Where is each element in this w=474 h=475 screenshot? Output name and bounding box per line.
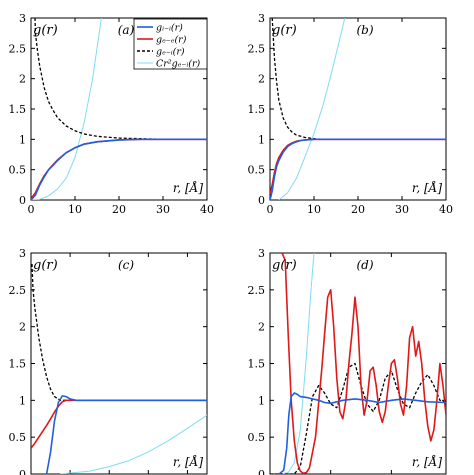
x-axis-label: r, [Å] xyxy=(173,454,203,469)
y-tick-label: 1.5 xyxy=(248,103,266,116)
y-axis-label: g(r) xyxy=(272,258,297,273)
series-line-cr2 xyxy=(60,414,207,474)
y-tick-label: 0 xyxy=(258,194,265,207)
x-axis-label: r, [Å] xyxy=(412,180,442,195)
x-tick-label: 20 xyxy=(112,203,126,216)
legend-label: gₑ₋ₑ(r) xyxy=(156,35,187,46)
y-tick-label: 2.5 xyxy=(9,284,27,297)
series-line-cr2 xyxy=(278,18,346,200)
x-tick-label: 40 xyxy=(439,203,453,216)
y-tick-label: 1.5 xyxy=(248,358,266,371)
y-tick-label: 1 xyxy=(19,394,26,407)
y-tick-label: 3 xyxy=(19,247,26,260)
y-tick-label: 2 xyxy=(258,73,265,86)
y-tick-label: 0.5 xyxy=(9,164,27,177)
axes-frame xyxy=(269,17,447,201)
y-tick-label: 1.5 xyxy=(9,358,27,371)
y-axis-label: g(r) xyxy=(272,23,297,38)
y-tick-label: 0 xyxy=(19,468,26,475)
legend-label: gₑ₋ᵢ(r) xyxy=(156,47,185,58)
y-tick-label: 1 xyxy=(19,133,26,146)
y-tick-label: 0 xyxy=(258,468,265,475)
y-tick-label: 0.5 xyxy=(248,164,266,177)
y-tick-label: 1 xyxy=(258,133,265,146)
x-tick-label: 20 xyxy=(351,203,365,216)
legend-label: Cr²gₑ₋ᵢ(r) xyxy=(156,59,201,70)
legend: gᵢ₋ᵢ(r)gₑ₋ₑ(r)gₑ₋ᵢ(r)Cr²gₑ₋ᵢ(r) xyxy=(133,18,208,70)
y-axis-label: g(r) xyxy=(33,23,58,38)
series-line-g-ii xyxy=(278,392,446,474)
y-tick-label: 0.5 xyxy=(248,431,266,444)
panel-b: 0 10 20 30 40 0 0.5 1 1.5 2 2.5 3 g(r) (b) r, [Å] xyxy=(248,12,454,216)
y-axis-label: g(r) xyxy=(33,258,58,273)
y-tick-label: 1.5 xyxy=(9,103,27,116)
panel-d: 02400.511.522.53g(r)(d)r, [Å] xyxy=(248,247,447,475)
series-line-g-ei xyxy=(34,18,207,140)
x-tick-label: 0 xyxy=(267,203,274,216)
x-axis-label: r, [Å] xyxy=(412,454,442,469)
y-tick-label: 3 xyxy=(258,12,265,25)
y-tick-label: 3 xyxy=(19,12,26,25)
y-tick-label: 3 xyxy=(258,247,265,260)
y-tick-label: 2 xyxy=(19,73,26,86)
series-line-g-ei xyxy=(31,263,207,401)
y-tick-label: 2.5 xyxy=(9,42,27,55)
series-line-g-ee xyxy=(281,253,446,474)
panel-c: 0246800.511.522.53g(r)(c)r, [Å] xyxy=(9,247,208,475)
y-tick-label: 2.5 xyxy=(248,284,266,297)
series-line-cr2 xyxy=(281,253,315,474)
series-line-cr2 xyxy=(31,18,102,200)
panel-label: (b) xyxy=(356,23,373,37)
legend-label: gᵢ₋ᵢ(r) xyxy=(156,23,183,34)
panel-label: (d) xyxy=(356,258,373,272)
x-tick-label: 0 xyxy=(28,203,35,216)
series-line-g-ii xyxy=(270,138,446,200)
axes-frame xyxy=(30,252,208,475)
y-tick-label: 2 xyxy=(19,321,26,334)
x-tick-label: 30 xyxy=(156,203,170,216)
panel-label: (a) xyxy=(118,23,135,37)
x-tick-label: 40 xyxy=(200,203,214,216)
x-tick-label: 30 xyxy=(395,203,409,216)
y-tick-label: 0 xyxy=(19,194,26,207)
series-line-g-ii xyxy=(31,138,207,200)
panel-a: 0 10 20 30 40 0 0.5 1 1.5 2 2.5 3 g(r) (a) r, [Å] xyxy=(9,12,215,216)
x-axis-label: r, [Å] xyxy=(173,180,203,195)
x-tick-label: 10 xyxy=(68,203,82,216)
y-tick-label: 1 xyxy=(258,394,265,407)
series-line-g-ii xyxy=(45,395,207,474)
y-tick-label: 2 xyxy=(258,321,265,334)
x-tick-label: 10 xyxy=(307,203,321,216)
y-tick-label: 2.5 xyxy=(248,42,266,55)
y-tick-label: 0.5 xyxy=(9,431,27,444)
panel-label: (c) xyxy=(118,258,134,272)
axes-frame xyxy=(269,252,447,475)
